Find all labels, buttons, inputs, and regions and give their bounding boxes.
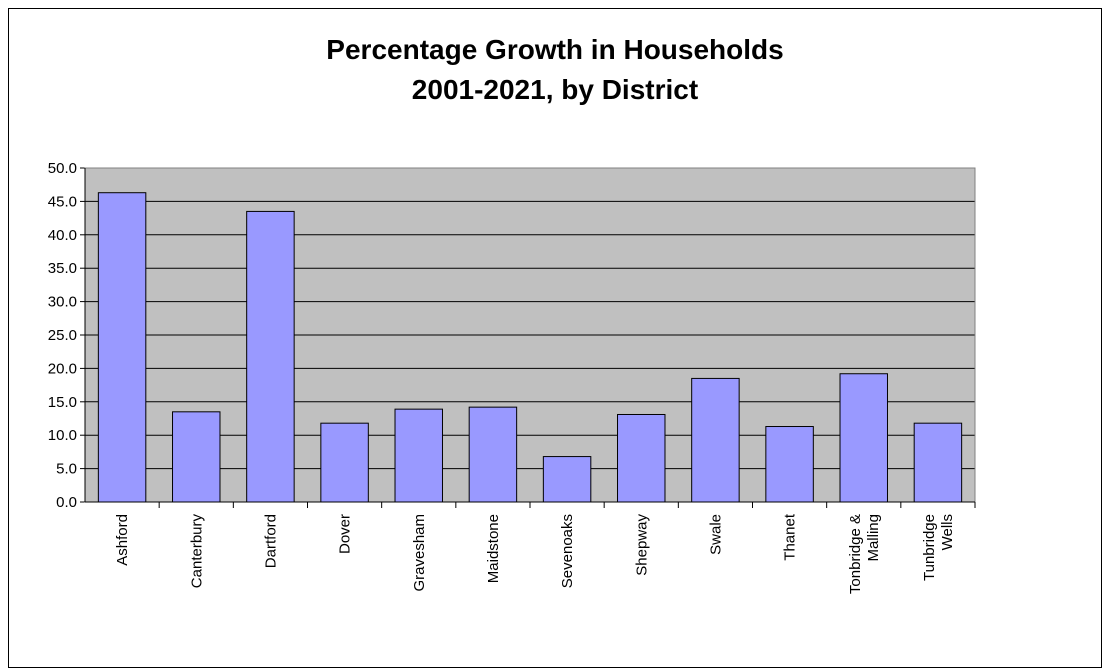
bar-chart: 0.0 5.0 10.0 15.0 20.0 25.0 30.0 35.0 40.0 45.0 50…	[48, 160, 976, 594]
y-tick-label: 0.0	[56, 494, 77, 511]
category-label: Shepway	[633, 514, 650, 576]
chart-title-line-2: 2001-2021, by District	[411, 74, 699, 105]
y-tick-label: 20.0	[48, 360, 77, 377]
x-category-labels: Ashford Canterbury Dartford Dover Gravesham M…	[114, 513, 956, 594]
bar-sevenoaks	[542, 456, 592, 503]
category-label-line: Canterbury	[188, 514, 205, 589]
y-tick-label: 5.0	[56, 461, 77, 478]
category-label-line: Thanet	[782, 513, 799, 561]
y-tick-label: 50.0	[48, 160, 77, 177]
bar-tonbridge-malling	[839, 373, 888, 503]
axes	[80, 167, 976, 508]
category-label: Sevenoaks	[559, 514, 576, 588]
category-label: Swale	[707, 514, 724, 555]
y-tick-label: 25.0	[48, 327, 77, 344]
bar-maidstone	[468, 406, 518, 503]
chart-title-line-1: Percentage Growth in Households	[326, 34, 784, 65]
category-label: Ashford	[114, 514, 131, 566]
category-label-line: Gravesham	[411, 514, 428, 592]
category-label-line: Maidstone	[485, 514, 502, 583]
category-label-line: Dover	[337, 514, 354, 554]
y-tick-label: 45.0	[48, 193, 77, 210]
category-label-line: Swale	[707, 514, 724, 555]
category-label: Maidstone	[485, 514, 502, 583]
bar-shepway	[617, 413, 666, 503]
bar-dover	[320, 422, 369, 503]
bar-thanet	[765, 426, 814, 503]
y-tick-label: 40.0	[48, 227, 77, 244]
bar-gravesham	[394, 408, 443, 503]
y-tick-label: 10.0	[48, 427, 77, 444]
y-tick-label: 30.0	[48, 294, 77, 311]
category-label-line: Sevenoaks	[559, 514, 576, 588]
category-label-line: Malling	[865, 514, 882, 562]
chart-title: Percentage Growth in Households 2001-202…	[0, 30, 1110, 110]
y-tick-label: 15.0	[48, 394, 77, 411]
category-label: Thanet	[782, 513, 799, 561]
category-label-line: Wells	[939, 514, 956, 550]
category-label: Tonbridge & Malling	[847, 514, 882, 594]
category-label-line: Ashford	[114, 514, 131, 566]
bar-ashford	[97, 192, 147, 503]
category-label-line: Tunbridge	[921, 514, 938, 581]
category-label-line: Tonbridge &	[847, 514, 864, 594]
bar-tunbridge-wells	[913, 422, 963, 503]
category-label: Tunbridge Wells	[921, 514, 956, 581]
category-label: Gravesham	[411, 514, 428, 592]
bar-canterbury	[172, 411, 221, 503]
category-label: Dover	[337, 514, 354, 554]
bar-swale	[691, 377, 740, 503]
category-label: Canterbury	[188, 514, 205, 589]
y-tick-labels: 0.0 5.0 10.0 15.0 20.0 25.0 30.0 35.0 40.0 45.0 50…	[48, 160, 77, 511]
y-tick-label: 35.0	[48, 260, 77, 277]
category-label-line: Dartford	[262, 514, 279, 568]
category-label-line: Shepway	[633, 514, 650, 576]
bars	[97, 192, 963, 503]
category-label: Dartford	[262, 514, 279, 568]
bar-dartford	[246, 210, 295, 503]
